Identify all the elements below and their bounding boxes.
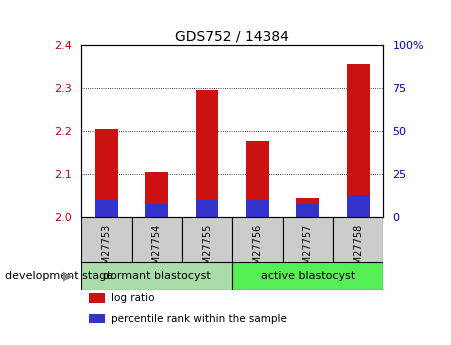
Bar [246, 141, 269, 217]
Text: development stage: development stage [5, 271, 113, 281]
Text: log ratio: log ratio [111, 293, 155, 303]
Bar [132, 217, 182, 262]
Text: GSM27758: GSM27758 [353, 224, 363, 277]
Bar [347, 195, 369, 217]
Bar [196, 90, 218, 217]
Bar [89, 314, 105, 324]
Bar [95, 129, 118, 217]
Bar [145, 204, 168, 217]
Text: GSM27753: GSM27753 [101, 224, 111, 277]
Bar [81, 262, 232, 290]
Text: active blastocyst: active blastocyst [261, 271, 355, 281]
Text: GSM27755: GSM27755 [202, 224, 212, 277]
Bar [145, 172, 168, 217]
Bar [333, 217, 383, 262]
Text: GSM27756: GSM27756 [253, 224, 262, 277]
Bar [232, 262, 383, 290]
Bar [81, 217, 132, 262]
Bar [296, 204, 319, 217]
Bar [89, 293, 105, 303]
Text: ▶: ▶ [63, 269, 73, 283]
Bar [296, 198, 319, 217]
Text: percentile rank within the sample: percentile rank within the sample [111, 314, 287, 324]
Bar [347, 64, 369, 217]
Bar [246, 200, 269, 217]
Text: GSM27754: GSM27754 [152, 224, 162, 277]
Bar [232, 217, 283, 262]
Text: dormant blastocyst: dormant blastocyst [103, 271, 211, 281]
Bar [196, 200, 218, 217]
Title: GDS752 / 14384: GDS752 / 14384 [175, 30, 289, 44]
Bar [182, 217, 232, 262]
Bar [95, 200, 118, 217]
Bar [283, 217, 333, 262]
Text: GSM27757: GSM27757 [303, 224, 313, 277]
